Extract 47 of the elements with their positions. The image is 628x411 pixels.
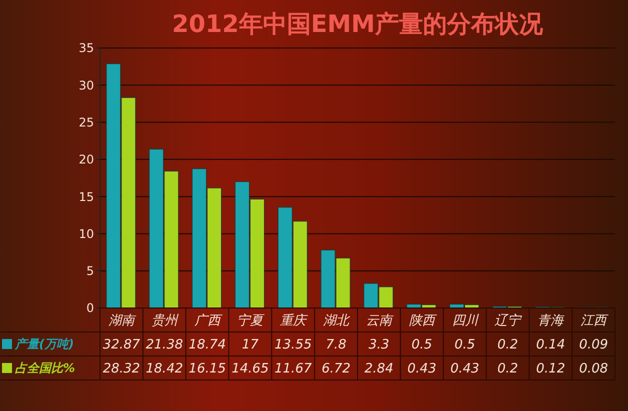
data-label: 0.08	[579, 362, 608, 377]
data-label: 32.87	[102, 338, 141, 353]
x-tick-label: 湖北	[323, 314, 352, 329]
x-tick-label: 宁夏	[237, 312, 266, 329]
data-label: 18.42	[146, 362, 183, 377]
data-label: 28.32	[102, 362, 140, 377]
x-tick-label: 广西	[194, 314, 222, 329]
y-tick-label: 15	[78, 190, 94, 204]
data-label: 0.43	[407, 362, 436, 377]
data-label: 2.84	[364, 362, 394, 377]
x-tick-label: 江西	[580, 314, 609, 329]
x-tick-label: 辽宁	[494, 312, 523, 329]
data-label: 0.2	[497, 362, 518, 377]
x-tick-label: 贵州	[151, 314, 180, 329]
data-label: 11.67	[274, 362, 312, 377]
legend-label: 占全国比%	[14, 361, 76, 376]
data-label: 16.15	[188, 362, 226, 377]
data-label: 0.2	[497, 338, 518, 353]
x-tick-label: 重庆	[280, 314, 308, 329]
data-label: 6.72	[322, 362, 351, 377]
data-label: 0.09	[579, 338, 608, 353]
x-tick-label: 云南	[366, 314, 394, 329]
x-tick-label: 陕西	[408, 314, 437, 329]
data-label: 0.43	[450, 362, 480, 377]
data-label: 13.55	[274, 338, 312, 353]
y-tick-label: 5	[86, 264, 94, 278]
data-label: 17	[242, 338, 260, 353]
data-label: 0.5	[454, 338, 476, 353]
data-label: 21.38	[146, 338, 183, 353]
data-label: 0.14	[536, 338, 566, 353]
data-label: 18.74	[188, 338, 226, 353]
x-tick-label: 四川	[452, 314, 479, 329]
data-label: 3.3	[368, 338, 390, 353]
y-tick-label: 10	[78, 226, 94, 241]
x-tick-label: 青海	[538, 314, 565, 329]
y-tick-label: 20	[78, 152, 94, 167]
y-tick-label: 30	[78, 78, 94, 92]
text: 产量(万吨)	[14, 337, 74, 352]
y-tick-label: 35	[78, 41, 94, 56]
data-label: 7.8	[326, 338, 346, 353]
chart-title: 2012年中国EMM产量的分布状况	[172, 10, 544, 38]
data-label: 0.12	[536, 362, 566, 377]
data-label: 0.5	[412, 338, 432, 353]
x-tick-label: 湖南	[108, 314, 136, 329]
y-tick-label: 25	[78, 115, 94, 130]
data-label: 14.65	[232, 362, 269, 377]
y-tick-label: 0	[86, 301, 94, 316]
